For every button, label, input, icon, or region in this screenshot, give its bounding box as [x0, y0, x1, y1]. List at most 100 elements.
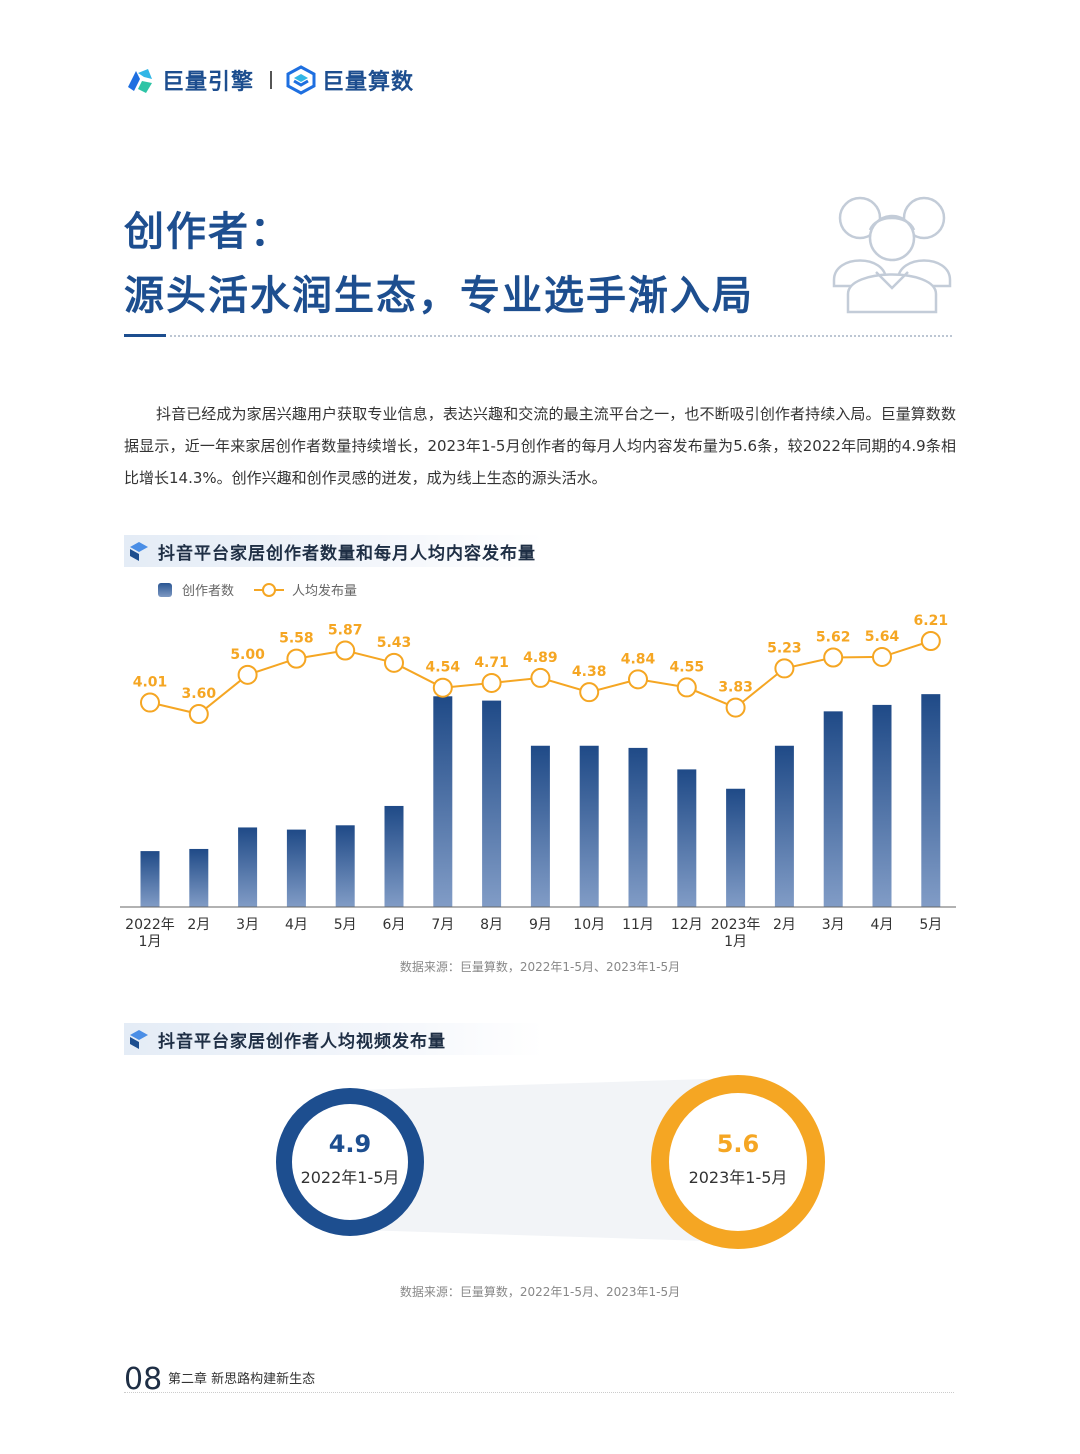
ring-2023-value: 5.6 [716, 1130, 760, 1158]
x-tick-label: 11月 [622, 917, 654, 933]
section-title-chart1: 抖音平台家居创作者数量和每月人均内容发布量 [158, 543, 536, 564]
x-tick-label: 1月 [724, 934, 747, 950]
bar-creators-1 [140, 851, 160, 907]
x-tick-label: 4月 [871, 917, 894, 933]
page-number: 08 [124, 1362, 163, 1397]
line-point-2 [188, 704, 209, 724]
x-tick-label: 8月 [480, 917, 503, 933]
line-data-label: 5.23 [767, 640, 802, 656]
line-data-label: 4.71 [474, 655, 509, 671]
line-point-16 [872, 646, 892, 667]
section-marker-icon [130, 1030, 148, 1049]
ring-2022-text: 4.9 2022年1-5月 [275, 1130, 425, 1188]
bar-creators-3 [238, 827, 258, 907]
x-tick-label: 2022年 [125, 917, 175, 933]
x-tick-label: 1月 [139, 934, 162, 950]
line-point-4 [286, 648, 307, 669]
intro-paragraph: 抖音已经成为家居兴趣用户获取专业信息，表达兴趣和交流的最主流平台之一，也不断吸引… [124, 405, 956, 487]
bar-creators-7 [433, 696, 453, 907]
page-footer: 08 第二章 新思路构建新生态 [124, 1362, 954, 1398]
line-point-5 [335, 640, 356, 661]
line-data-label: 5.87 [328, 623, 363, 639]
logo-separator [270, 71, 273, 89]
line-point-8 [481, 672, 502, 693]
bar-creators-4 [286, 829, 306, 907]
line-point-11 [628, 669, 648, 690]
ring-2022 [276, 1088, 424, 1236]
section-title-chart2: 抖音平台家居创作者人均视频发布量 [158, 1031, 446, 1052]
title-underline [124, 334, 166, 337]
bar-creators-10 [579, 745, 599, 907]
x-tick-label: 3月 [822, 917, 845, 933]
bar-creators-2 [189, 848, 209, 907]
line-data-label: 5.62 [816, 630, 851, 646]
chapter-label: 第二章 新思路构建新生态 [168, 1372, 316, 1387]
section-marker-icon [130, 542, 148, 561]
line-point-7 [432, 677, 453, 698]
line-data-label: 4.84 [621, 651, 656, 667]
bar-creators-15 [823, 711, 843, 907]
line-point-13 [725, 697, 746, 718]
line-data-label: 4.55 [670, 659, 705, 675]
line-data-label: 5.64 [865, 629, 900, 645]
line-point-12 [676, 677, 697, 698]
chart1-source: 数据来源：巨量算数，2022年1-5月、2023年1-5月 [399, 960, 681, 974]
bar-creators-9 [530, 745, 550, 907]
line-data-label: 5.43 [377, 635, 412, 651]
brand-juliang-suanshu: 巨量算数 [322, 70, 415, 95]
line-data-label: 5.00 [230, 647, 265, 663]
section-heading-chart2: 抖音平台家居创作者人均视频发布量 [124, 1023, 544, 1055]
ring-2023-text: 5.6 2023年1-5月 [663, 1130, 813, 1188]
ring-2022-period: 2022年1-5月 [300, 1168, 400, 1187]
x-tick-label: 6月 [383, 917, 406, 933]
page-title-line2: 源头活水润生态，专业选手渐入局 [124, 273, 754, 319]
juliang-suanshu-logo-icon [286, 65, 316, 95]
x-tick-label: 4月 [285, 917, 308, 933]
line-data-label: 5.58 [279, 631, 314, 647]
line-point-6 [384, 652, 404, 673]
bar-creators-11 [628, 747, 648, 907]
line-point-10 [579, 682, 600, 703]
line-data-label: 4.89 [523, 650, 558, 666]
chart2-source: 数据来源：巨量算数，2022年1-5月、2023年1-5月 [399, 1285, 681, 1299]
bar-creators-5 [335, 825, 355, 907]
legend-swatch-line-icon [254, 582, 285, 597]
x-tick-label: 2023年 [711, 917, 761, 933]
page-title: 创作者： 源头活水润生态，专业选手渐入局 [124, 200, 754, 328]
creators-illustration-icon [832, 196, 952, 314]
bar-creators-12 [677, 769, 697, 907]
bar-creators-13 [726, 788, 746, 907]
x-tick-label: 10月 [573, 917, 605, 933]
footer-dotted-rule [124, 1392, 954, 1393]
x-tick-label: 2月 [773, 917, 796, 933]
line-data-label: 3.83 [718, 680, 753, 696]
section-heading-chart1: 抖音平台家居创作者数量和每月人均内容发布量 [124, 535, 544, 567]
bar-creators-8 [482, 700, 502, 907]
x-tick-label: 12月 [671, 917, 703, 933]
x-tick-label: 7月 [431, 917, 454, 933]
line-point-9 [530, 667, 551, 688]
x-tick-label: 5月 [334, 917, 357, 933]
line-point-14 [774, 658, 795, 679]
bar-creators-14 [774, 745, 794, 907]
line-point-15 [823, 647, 844, 668]
bar-creators-6 [384, 805, 404, 907]
x-tick-label: 3月 [236, 917, 259, 933]
line-data-label: 6.21 [914, 613, 949, 629]
ring-2023 [651, 1075, 825, 1249]
ring-2022-value: 4.9 [328, 1130, 372, 1158]
bar-creators-17 [921, 694, 941, 907]
x-tick-label: 9月 [529, 917, 552, 933]
line-data-label: 3.60 [182, 686, 217, 702]
ring-2023-period: 2023年1-5月 [688, 1168, 788, 1187]
line-point-3 [237, 664, 258, 685]
legend-swatch-bars [158, 582, 172, 597]
x-tick-label: 5月 [919, 917, 942, 933]
legend-label-line: 人均发布量 [292, 584, 358, 599]
line-point-1 [140, 692, 160, 713]
header-logos: 巨量引擎 巨量算数 [124, 60, 414, 100]
brand-juliang-engine: 巨量引擎 [162, 70, 255, 95]
ring-connector-band [360, 1078, 738, 1242]
title-dotted-rule [170, 335, 952, 337]
